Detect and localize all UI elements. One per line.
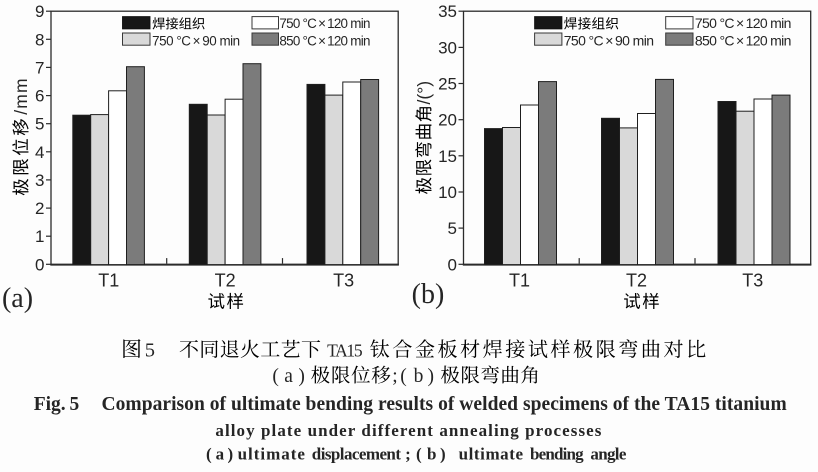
svg-text:8: 8 (35, 30, 44, 49)
svg-text:;: ; (392, 366, 397, 387)
svg-text:750 °C × 120 min: 750 °C × 120 min (279, 16, 370, 31)
svg-text:750 °C × 90 min: 750 °C × 90 min (152, 33, 240, 48)
svg-text:b: b (414, 366, 424, 387)
svg-text:2: 2 (35, 199, 44, 218)
svg-text:35: 35 (438, 2, 457, 21)
svg-text:750 °C × 120 min: 750 °C × 120 min (695, 15, 792, 31)
svg-text:ultimate: ultimate (459, 445, 524, 464)
svg-text:9: 9 (35, 2, 44, 21)
svg-text:TA15: TA15 (327, 340, 363, 360)
svg-text:850 °C × 120 min: 850 °C × 120 min (279, 33, 370, 48)
svg-text:5: 5 (145, 339, 155, 361)
svg-text:(: ( (400, 366, 407, 387)
svg-text:0: 0 (35, 255, 44, 274)
svg-text:;: ; (405, 445, 411, 464)
svg-text:20: 20 (438, 111, 457, 130)
svg-text:1: 1 (35, 227, 44, 246)
svg-text:6: 6 (35, 87, 44, 106)
svg-text:T2: T2 (626, 271, 647, 291)
svg-text:): ) (440, 445, 446, 464)
svg-text:T3: T3 (742, 271, 763, 291)
svg-text:): ) (298, 366, 305, 387)
svg-text:T1: T1 (98, 271, 119, 291)
svg-text:(b): (b) (412, 279, 445, 310)
svg-text:5: 5 (448, 219, 457, 238)
svg-text:4: 4 (35, 143, 44, 162)
svg-text:(: ( (416, 445, 422, 464)
svg-text:ultimate: ultimate (238, 445, 306, 464)
svg-text:7: 7 (35, 58, 44, 77)
svg-text:(: ( (206, 445, 212, 464)
svg-text:a: a (284, 366, 293, 387)
svg-text:alloy plate under different an: alloy plate under different annealing pr… (215, 421, 601, 440)
svg-text:15: 15 (438, 147, 457, 166)
svg-text:(: ( (272, 366, 279, 387)
svg-text:3: 3 (35, 171, 44, 190)
svg-text:10: 10 (438, 183, 457, 202)
svg-text:bending: bending (530, 445, 584, 464)
svg-text:T2: T2 (215, 271, 236, 291)
svg-text:5: 5 (35, 115, 44, 134)
svg-text:a: a (216, 445, 225, 464)
svg-text:T1: T1 (509, 271, 530, 291)
svg-text:25: 25 (438, 75, 457, 94)
svg-text:T3: T3 (333, 271, 354, 291)
svg-text:/mm: /mm (11, 77, 31, 115)
svg-text:displacement: displacement (312, 445, 402, 464)
svg-text:750 °C × 90 min: 750 °C × 90 min (564, 32, 654, 48)
svg-text:/(°): /(°) (414, 81, 434, 105)
svg-text:Comparison of ultimate bending: Comparison of ultimate bending results o… (102, 394, 787, 415)
svg-text:0: 0 (448, 255, 457, 274)
svg-text:): ) (428, 366, 435, 387)
svg-text:30: 30 (438, 38, 457, 57)
svg-text:Fig. 5: Fig. 5 (34, 394, 80, 415)
svg-text:850 °C × 120 min: 850 °C × 120 min (695, 32, 792, 48)
svg-text:): ) (228, 445, 234, 464)
svg-text:angle: angle (590, 445, 626, 464)
svg-text:b: b (427, 445, 436, 464)
svg-text:(a): (a) (2, 283, 33, 314)
